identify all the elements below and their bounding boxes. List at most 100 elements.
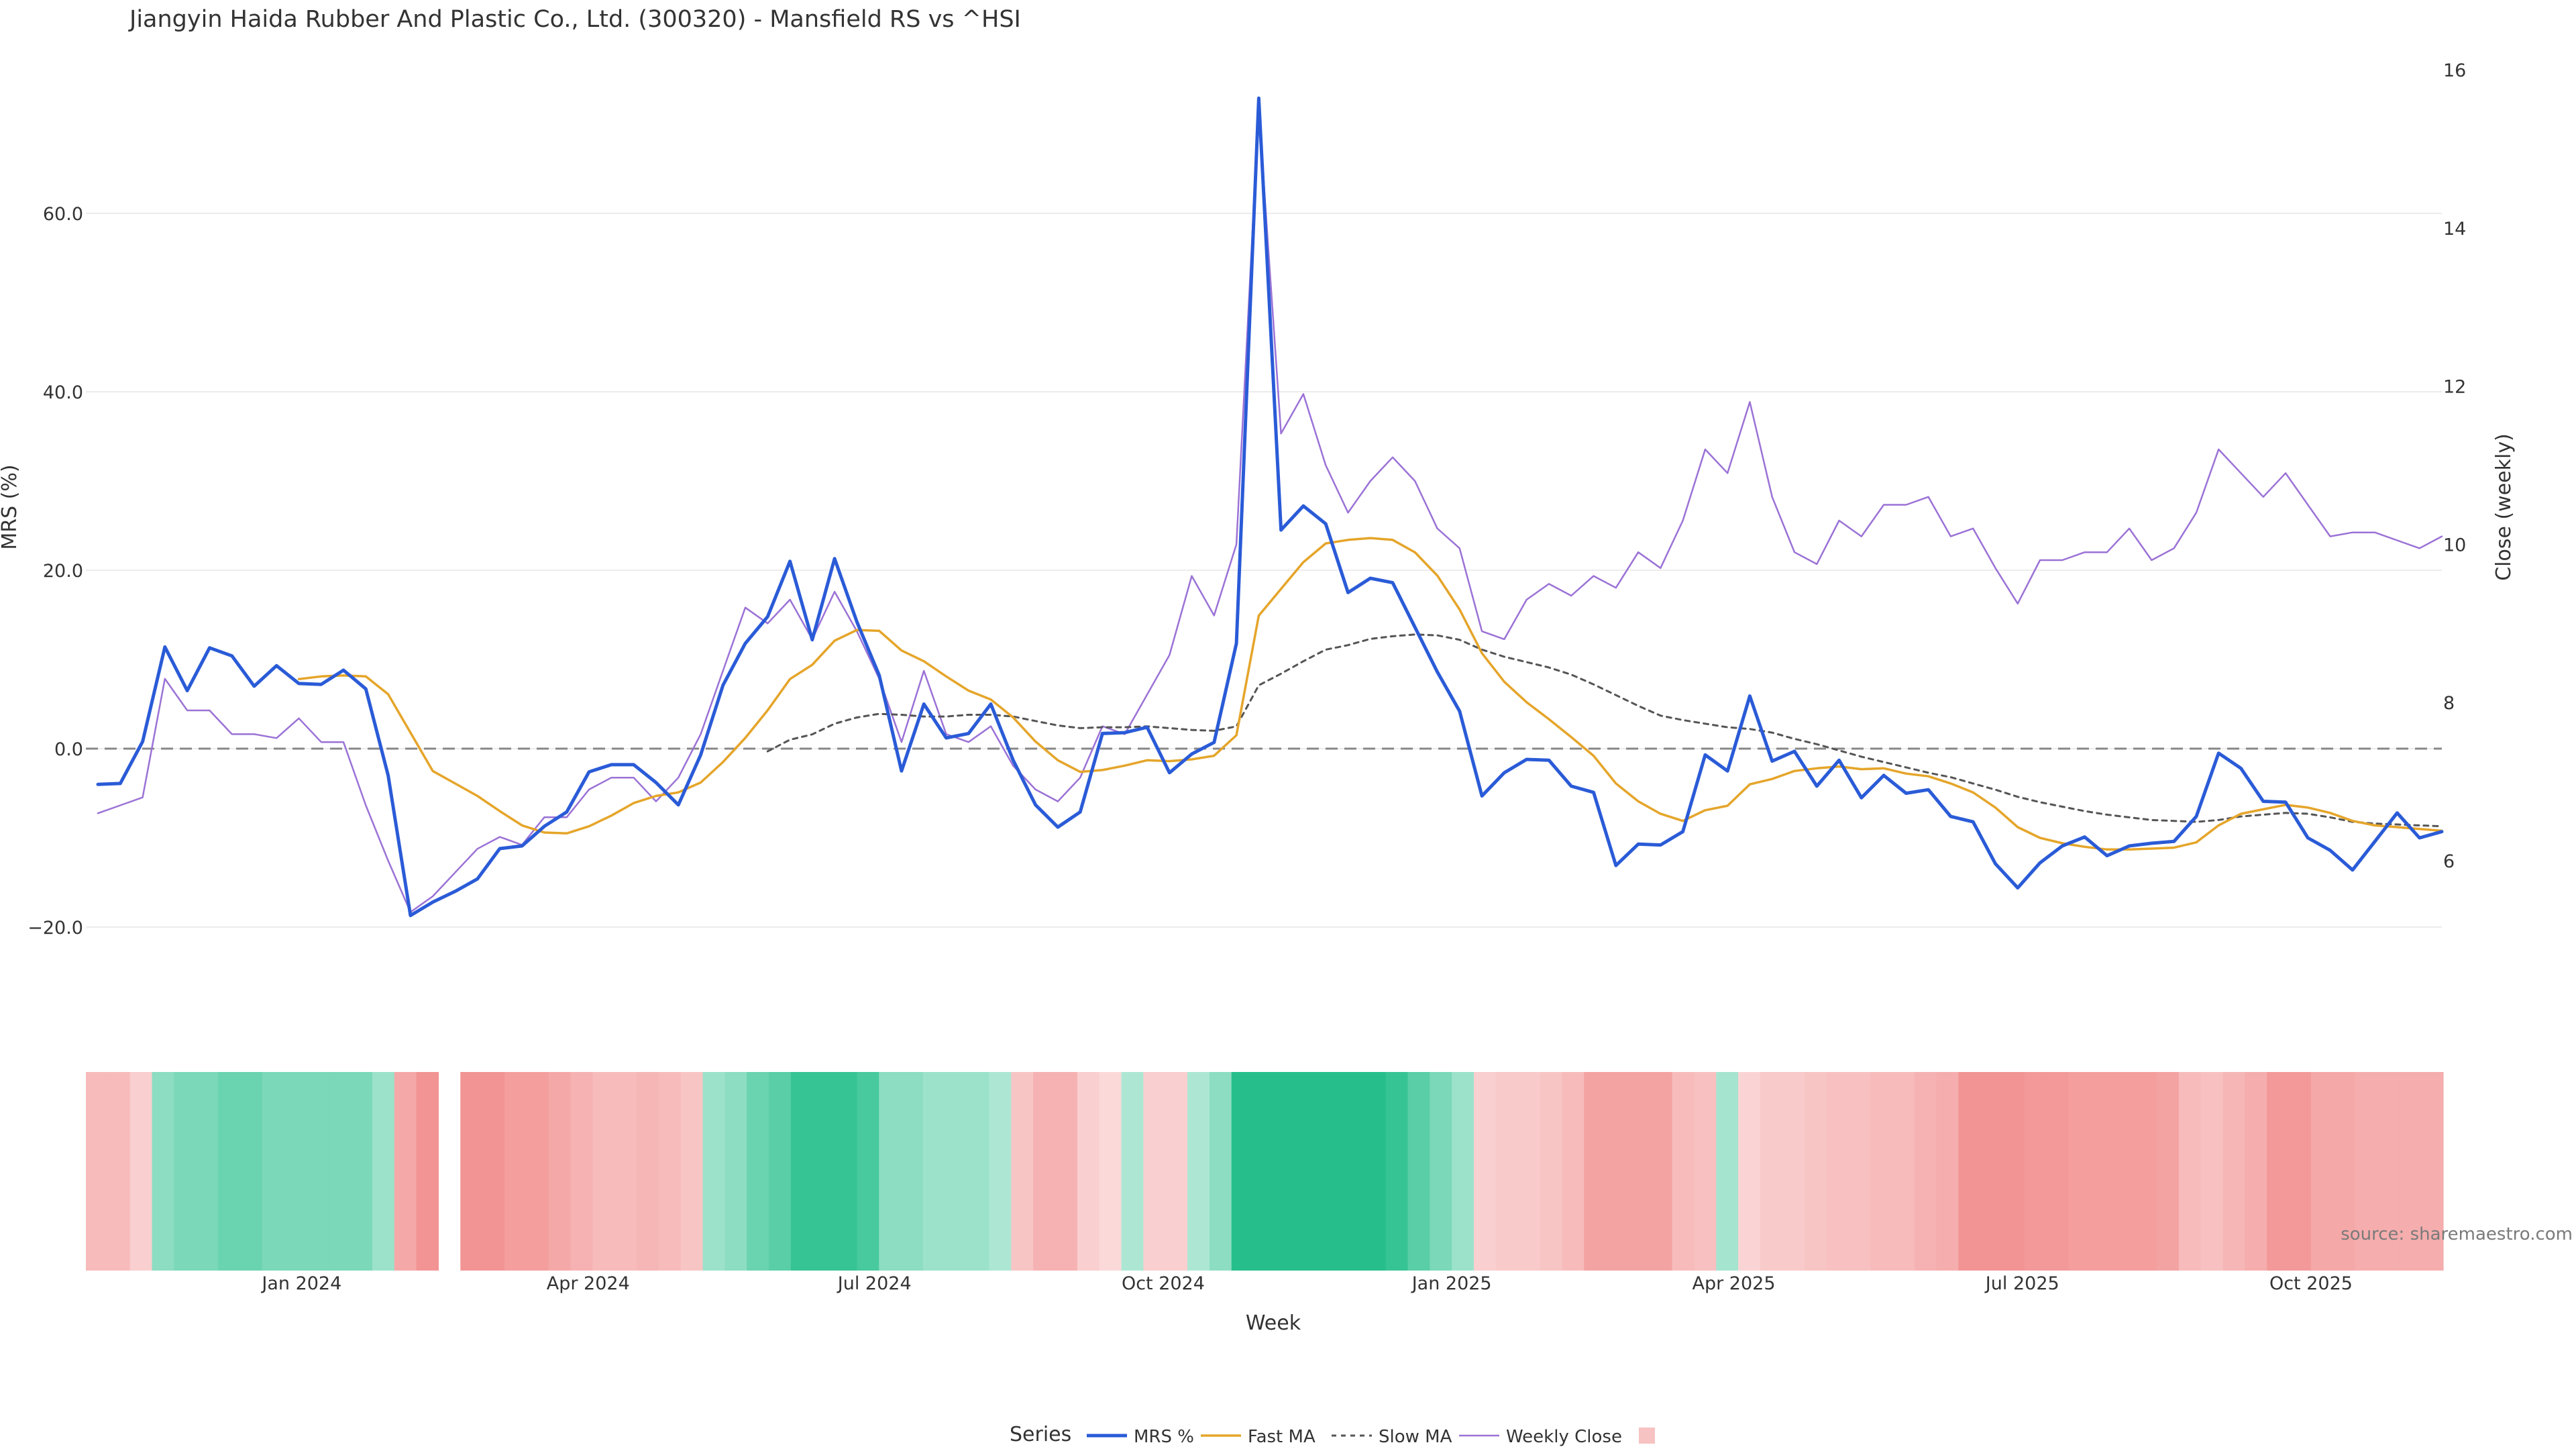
heatmap-cell <box>1121 1072 1144 1271</box>
heatmap-cell <box>2068 1072 2092 1271</box>
heatmap-cell <box>2377 1072 2400 1271</box>
x-tick-label: Oct 2024 <box>1122 1273 1205 1294</box>
mrs-line <box>96 96 2444 918</box>
y-right-tick-label: 10 <box>2443 535 2466 555</box>
heatmap-cell <box>1143 1072 1166 1271</box>
heatmap-cell <box>1385 1072 1409 1271</box>
heatmap-cell <box>1958 1072 1981 1271</box>
heatmap-cell <box>2245 1072 2267 1271</box>
heatmap-cell <box>1980 1072 2003 1271</box>
heatmap-cell <box>2289 1072 2312 1271</box>
heatmap-cell <box>1650 1072 1673 1271</box>
y-right-tick-label: 6 <box>2443 851 2455 872</box>
heatmap-cell <box>1253 1072 1277 1271</box>
x-tick-label: Apr 2025 <box>1693 1273 1776 1294</box>
heatmap-cell <box>2310 1072 2334 1271</box>
heatmap-cell <box>372 1072 395 1271</box>
heatmap-cell <box>174 1072 197 1271</box>
heatmap-cell <box>1275 1072 1298 1271</box>
heatmap-cell <box>416 1072 439 1271</box>
heatmap-cell <box>239 1072 263 1271</box>
legend: Series MRS % Fast MA Slow MA Weekly Close <box>1010 1423 1655 1447</box>
heatmap-cell <box>1165 1072 1188 1271</box>
heatmap-cell <box>284 1072 307 1271</box>
heatmap-cell <box>1033 1072 1056 1271</box>
heatmap-cell <box>702 1072 725 1271</box>
x-tick-label: Jul 2024 <box>837 1273 912 1294</box>
heatmap-cell <box>2178 1072 2202 1271</box>
heatmap-cell <box>989 1072 1012 1271</box>
heatmap-cell <box>2200 1072 2224 1271</box>
x-tick-label: Apr 2024 <box>547 1273 630 1294</box>
heatmap-cell <box>548 1072 572 1271</box>
heatmap-cell <box>614 1072 637 1271</box>
series-lines <box>96 96 2444 918</box>
heatmap-cell <box>790 1072 814 1271</box>
heatmap-cell <box>526 1072 549 1271</box>
heatmap-cell <box>1517 1072 1541 1271</box>
source-credit: source: sharemaestro.com <box>2341 1224 2573 1244</box>
heatmap-cell <box>1320 1072 1342 1271</box>
y-left-tick-label: 20.0 <box>43 561 83 582</box>
y-right-tick-label: 16 <box>2443 60 2466 81</box>
heatmap-cell <box>1694 1072 1717 1271</box>
heatmap-cell <box>2135 1072 2157 1271</box>
heatmap-cell <box>857 1072 879 1271</box>
heatmap-cell <box>196 1072 219 1271</box>
heatmap-cell <box>2025 1072 2047 1271</box>
legend-title: Series <box>1010 1423 1071 1446</box>
y-right-tick-label: 8 <box>2443 693 2455 714</box>
legend-swatch <box>1639 1428 1655 1444</box>
heatmap-cell <box>1716 1072 1739 1271</box>
heatmap-cell <box>1562 1072 1585 1271</box>
heatmap-cell <box>2046 1072 2070 1271</box>
heatmap-cell <box>1099 1072 1122 1271</box>
x-axis-label: Week <box>1246 1311 1301 1335</box>
y-left-tick-label: −20.0 <box>28 918 83 938</box>
legend-label: MRS % <box>1134 1427 1194 1447</box>
y-left-tick-label: 0.0 <box>54 739 83 760</box>
heatmap-cell <box>1055 1072 1078 1271</box>
x-tick-label: Oct 2025 <box>2269 1273 2353 1294</box>
heatmap-cell <box>460 1072 483 1271</box>
heatmap-cell <box>1782 1072 1805 1271</box>
heatmap-cell <box>1540 1072 1562 1271</box>
heatmap-cell <box>747 1072 769 1271</box>
heatmap-cell <box>1011 1072 1034 1271</box>
legend-label: Fast MA <box>1248 1427 1316 1447</box>
heatmap-cell <box>680 1072 704 1271</box>
y-left-tick-label: 40.0 <box>43 382 83 403</box>
heatmap-cell <box>769 1072 792 1271</box>
x-tick-label: Jul 2025 <box>1984 1273 2059 1294</box>
heatmap-cell <box>879 1072 902 1271</box>
heatmap-cell <box>1077 1072 1100 1271</box>
heatmap-cell <box>2222 1072 2246 1271</box>
heatmap-cell <box>1804 1072 1827 1271</box>
heatmap-cell <box>1341 1072 1364 1271</box>
heatmap-cell <box>262 1072 285 1271</box>
heatmap-cell <box>922 1072 946 1271</box>
heatmap-cell <box>637 1072 659 1271</box>
heatmap-cell <box>724 1072 747 1271</box>
heatmap-cell <box>1187 1072 1210 1271</box>
heatmap-cell <box>1914 1072 1937 1271</box>
heatmap-cell <box>1363 1072 1387 1271</box>
heatmap-cell <box>812 1072 836 1271</box>
y-left-tick-label: 60.0 <box>43 204 83 225</box>
heatmap-cell <box>1826 1072 1849 1271</box>
heatmap-cell <box>2090 1072 2113 1271</box>
heatmap-cell <box>2112 1072 2135 1271</box>
heatmap-cell <box>2421 1072 2444 1271</box>
heatmap-cell <box>1627 1072 1651 1271</box>
chart-title: Jiangyin Haida Rubber And Plastic Co., L… <box>128 6 1021 33</box>
heatmap-cell <box>1452 1072 1474 1271</box>
slow-ma-line <box>766 633 2443 828</box>
heatmap-cell <box>350 1072 373 1271</box>
heatmap-cell <box>2002 1072 2025 1271</box>
heatmap-cell <box>1430 1072 1452 1271</box>
heatmap-cell <box>2157 1072 2180 1271</box>
heatmap-cell <box>1495 1072 1519 1271</box>
heatmap-cell <box>1738 1072 1761 1271</box>
x-tick-label: Jan 2025 <box>1411 1273 1492 1294</box>
